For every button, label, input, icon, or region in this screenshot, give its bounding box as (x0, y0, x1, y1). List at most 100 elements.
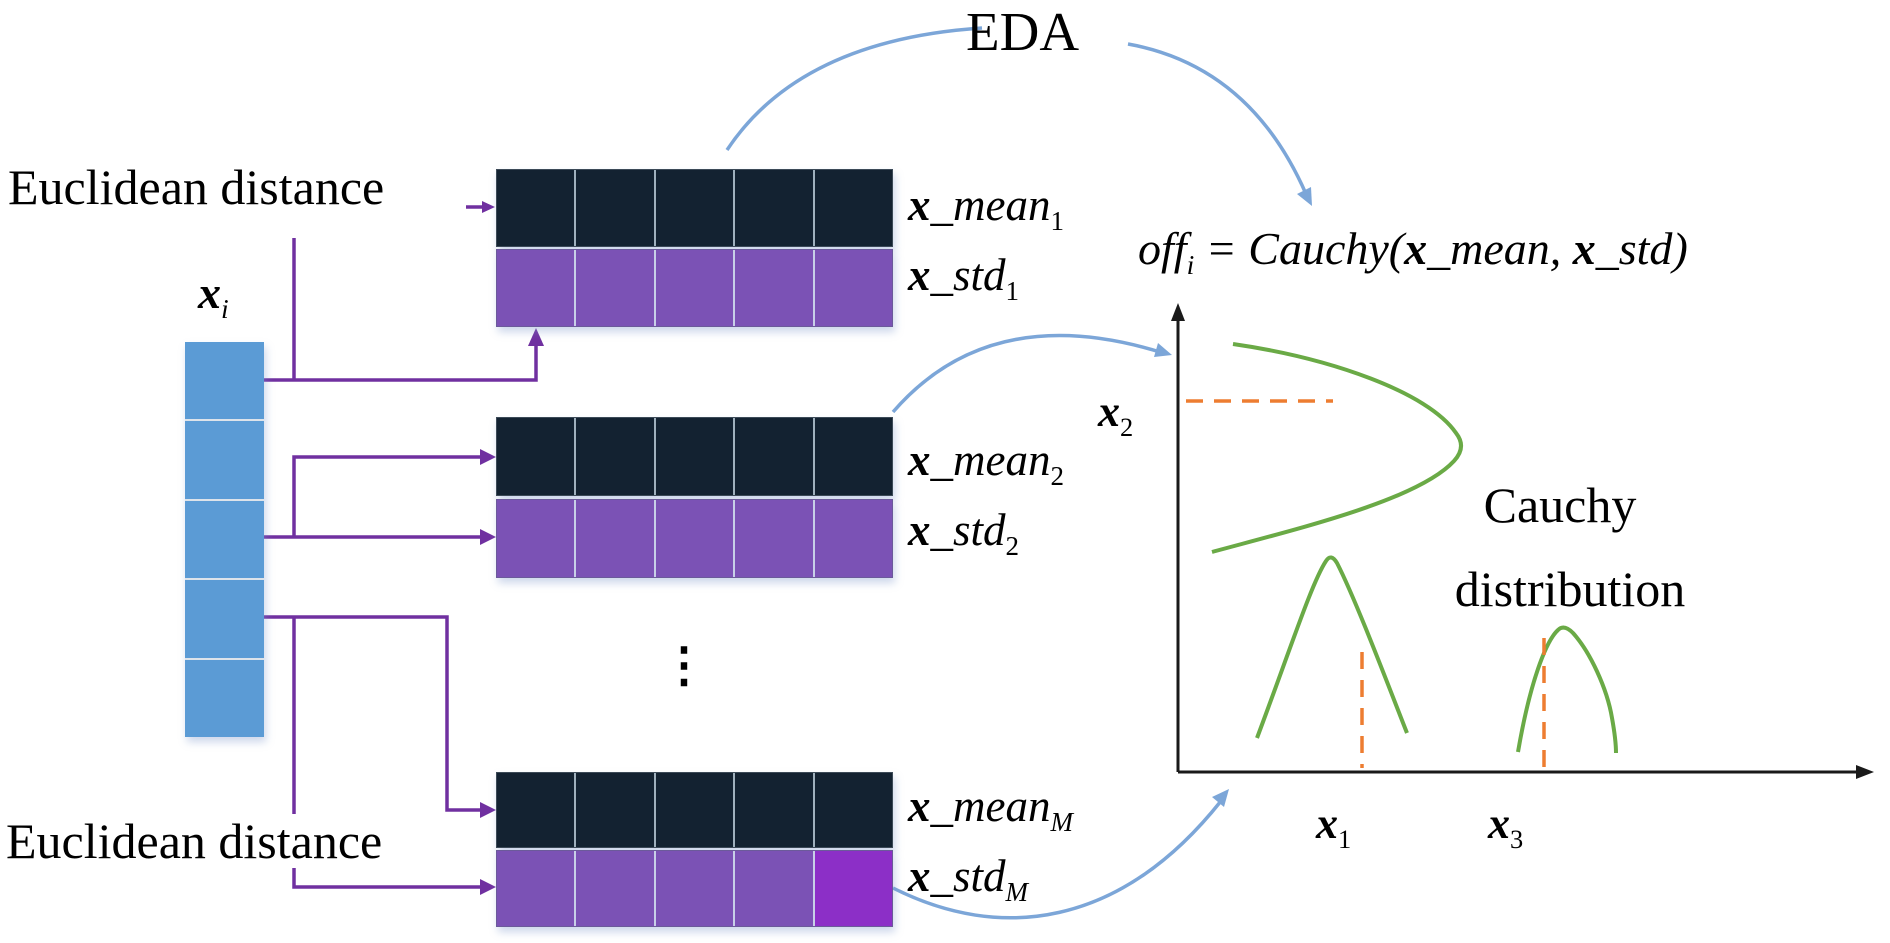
stdM-sub: M (1005, 877, 1029, 907)
xi-cell (185, 421, 264, 499)
std2-x: x (908, 505, 931, 555)
plot-axes (1176, 316, 1860, 774)
cauchy-distribution-label-line2: distribution (1420, 562, 1720, 616)
std2-rest: _std (930, 505, 1006, 555)
euclidean-distance-text-bottom: Euclidean distance (6, 813, 383, 869)
stdM-label: x_stdM (908, 851, 1028, 906)
cauchy-distribution-label-line1: Cauchy (1440, 478, 1680, 532)
formula-close: ) (1672, 223, 1688, 274)
connector-to-std1 (264, 343, 538, 382)
formula-x2: x (1572, 223, 1596, 274)
x1-sub: 1 (1338, 823, 1352, 854)
mean2-label: x_mean2 (908, 435, 1064, 490)
x3-base: x (1488, 799, 1510, 848)
arrowhead-meanM (480, 802, 496, 818)
std1-rest: _std (930, 250, 1006, 300)
arrowhead-stdM (480, 879, 496, 895)
std-cell (655, 851, 734, 926)
blue-arrowheads (1154, 187, 1312, 807)
mean-cell (497, 418, 575, 495)
mean2-rest: _mean (930, 435, 1051, 485)
std-cell (735, 500, 813, 577)
x2-base: x (1098, 387, 1120, 436)
stdM-rest: _std (930, 851, 1006, 901)
mean-cell (655, 170, 734, 246)
connector-to-mean2 (292, 455, 482, 537)
stdM-row (496, 850, 893, 927)
formula-x1: x (1404, 223, 1428, 274)
x2-sub: 2 (1120, 411, 1134, 442)
ellipsis-dots: ⋮ (660, 640, 708, 692)
mean-cell (735, 418, 813, 495)
formula-mean: _mean (1427, 223, 1550, 274)
formula-std: _std (1595, 223, 1673, 274)
euclidean-distance-text-top: Euclidean distance (8, 159, 385, 215)
mean1-rest: _mean (930, 180, 1051, 230)
std-cell-highlight (814, 851, 893, 926)
cauchy-curves (1211, 342, 1618, 754)
std1-row (496, 249, 893, 327)
mean-cell (655, 418, 734, 495)
eda-arc-left (725, 26, 983, 151)
mean-cell (814, 170, 893, 246)
x1-base: x (1316, 799, 1338, 848)
formula-eq: = Cauchy( (1194, 223, 1405, 274)
arrowhead-vec2 (1154, 343, 1172, 357)
meanM-label: x_meanM (908, 782, 1073, 836)
eda-label: EDA (966, 2, 1079, 61)
stdM-x: x (908, 851, 931, 901)
axis-arrowheads (1171, 303, 1874, 779)
arrowhead-mean2 (480, 449, 496, 465)
std-cell (576, 250, 654, 326)
mean-cell (497, 773, 575, 847)
x2-axis-label: x2 (1098, 387, 1133, 440)
x1-axis-label: x1 (1316, 799, 1351, 852)
mean1-sub: 1 (1050, 206, 1064, 236)
euclidean-distance-label-top: Euclidean distance (8, 160, 384, 214)
xi-vector-column (185, 342, 264, 738)
std-cell (735, 851, 813, 926)
arrowhead-mean1 (482, 201, 495, 213)
mean1-label: x_mean1 (908, 180, 1064, 235)
x3-axis-label: x3 (1488, 799, 1523, 852)
formula-sep: , (1549, 223, 1573, 274)
formula-off: off (1138, 223, 1187, 274)
arrowhead-vecM (1212, 789, 1229, 807)
xi-cell (185, 580, 264, 658)
mean-cell (814, 773, 893, 847)
mean-cell (576, 773, 654, 847)
mean1-x: x (908, 180, 931, 230)
std-cell (497, 250, 575, 326)
dots-glyph: ⋮ (660, 639, 708, 692)
mean-cell (576, 418, 654, 495)
std-cell (497, 851, 575, 926)
cauchy-formula: offi = Cauchy(x_mean, x_std) (1138, 223, 1688, 279)
mean-cell (655, 773, 734, 847)
std-cell (497, 500, 575, 577)
eda-arc-right (1127, 42, 1308, 195)
cauchy-curve-x3 (1516, 625, 1618, 754)
x-axis-arrowhead (1856, 765, 1874, 779)
xi-label: xi (198, 267, 229, 323)
std-cell (814, 250, 893, 326)
std1-x: x (908, 250, 931, 300)
std-cell (576, 500, 654, 577)
y-axis-arrowhead (1171, 303, 1185, 321)
std1-label: x_std1 (908, 250, 1019, 305)
mean-cell (735, 170, 813, 246)
xi-cell (185, 500, 264, 579)
mean-cell (497, 170, 575, 246)
std-cell (655, 500, 734, 577)
mean-cell (576, 170, 654, 246)
std-cell (655, 250, 734, 326)
std2-sub: 2 (1005, 531, 1020, 561)
formula-off-sub: i (1186, 249, 1195, 281)
std-cell (576, 851, 654, 926)
xi-cell (185, 659, 264, 738)
xi-base: x (198, 267, 221, 318)
arrowhead-std2 (480, 529, 496, 545)
arrowhead-std1 (528, 328, 544, 346)
x3-sub: 3 (1510, 823, 1524, 854)
eda-text: EDA (966, 1, 1080, 62)
